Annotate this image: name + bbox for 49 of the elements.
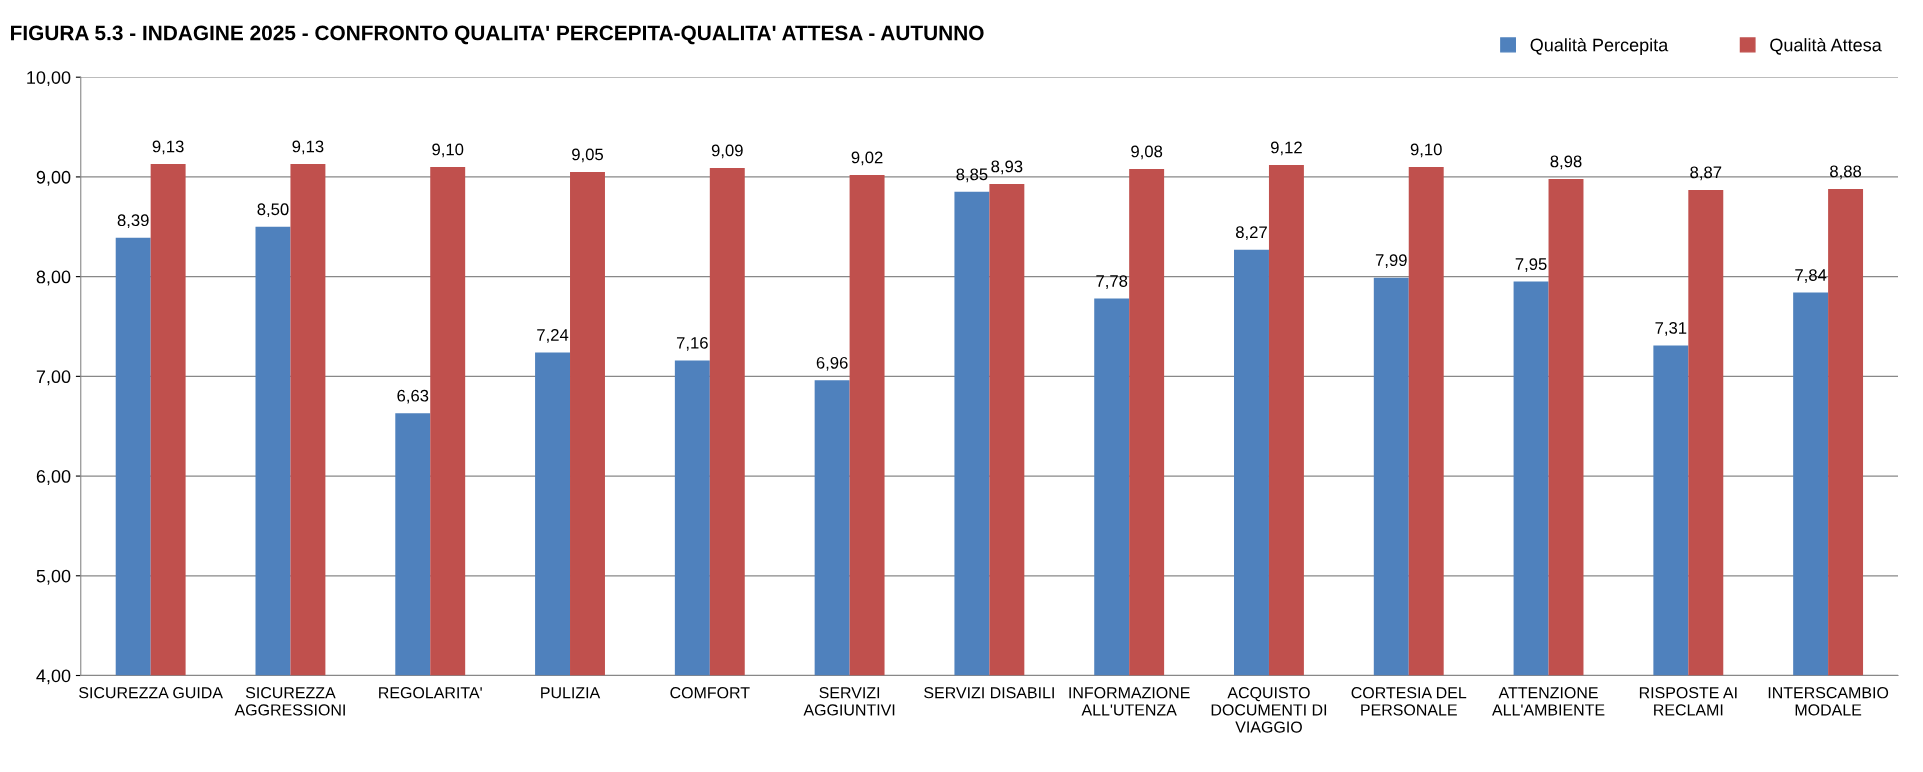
data-label: 9,09	[711, 144, 743, 159]
data-label: 7,31	[1655, 322, 1687, 336]
data-label: 9,10	[1410, 143, 1442, 158]
data-label: 7,84	[1795, 269, 1827, 283]
data-label: 7,78	[1096, 275, 1128, 289]
chart-title: FIGURA 5.3 - INDAGINE 2025 - CONFRONTO QUALITA' PERCEPITA-QUALITA' ATTESA - AUTUNNO	[11, 25, 984, 45]
data-label: 8,98	[1550, 155, 1582, 170]
data-label: 6,63	[397, 389, 429, 404]
data-label: 9,05	[572, 148, 604, 163]
x-tick-label: REGOLARITA'	[379, 687, 482, 699]
y-tick-label: 7,00	[36, 370, 71, 386]
data-label: 7,24	[537, 328, 569, 343]
y-tick-label: 4,00	[36, 669, 71, 685]
data-label: 7,99	[1375, 254, 1407, 268]
x-tick-label: ATTENZIONE ALL'AMBIENTE	[1492, 687, 1605, 716]
x-tick-label: INTERSCAMBIO MODALE	[1768, 687, 1889, 716]
data-label: 9,02	[851, 151, 883, 166]
data-label: 7,95	[1515, 258, 1547, 272]
x-tick-label: COMFORT	[670, 687, 750, 699]
data-label: 6,96	[816, 356, 848, 371]
data-label: 8,27	[1235, 226, 1267, 241]
data-label: 7,16	[676, 336, 708, 351]
y-tick-label: 9,00	[36, 170, 71, 186]
data-label: 9,10	[432, 143, 464, 158]
data-label: 8,87	[1690, 166, 1722, 181]
legend-label: Qualità Attesa	[1770, 37, 1882, 55]
legend-label: Qualità Percepita	[1530, 37, 1669, 55]
y-tick-label: 10,00	[27, 71, 71, 87]
data-label: 8,93	[991, 160, 1023, 175]
y-tick-label: 8,00	[36, 270, 71, 286]
x-tick-label: SERVIZI AGGIUNTIVI	[803, 687, 895, 716]
data-label: 9,12	[1271, 141, 1302, 156]
y-tick-label: 6,00	[36, 470, 71, 485]
x-tick-label: SICUREZZA GUIDA	[79, 687, 223, 699]
x-tick-label: PULIZIA	[541, 687, 601, 699]
x-tick-label: CORTESIA DEL PERSONALE	[1351, 687, 1467, 716]
data-label: 8,88	[1830, 165, 1862, 180]
x-tick-label: INFORMAZIONE ALL'UTENZA	[1069, 687, 1190, 716]
x-tick-label: SICUREZZA AGGRESSIONI	[234, 687, 345, 716]
y-tick-label: 5,00	[36, 569, 71, 585]
data-label: 8,39	[117, 214, 149, 229]
data-label: 8,85	[956, 168, 988, 183]
data-label: 9,08	[1131, 145, 1163, 160]
x-tick-label: ACQUISTO DOCUMENTI DI VIAGGIO	[1211, 687, 1327, 733]
x-tick-label: SERVIZI DISABILI	[924, 687, 1054, 699]
data-label: 9,13	[292, 140, 324, 155]
data-label: 8,50	[257, 203, 289, 218]
x-tick-label: RISPOSTE AI RECLAMI	[1639, 687, 1737, 716]
data-label: 9,13	[152, 140, 184, 155]
